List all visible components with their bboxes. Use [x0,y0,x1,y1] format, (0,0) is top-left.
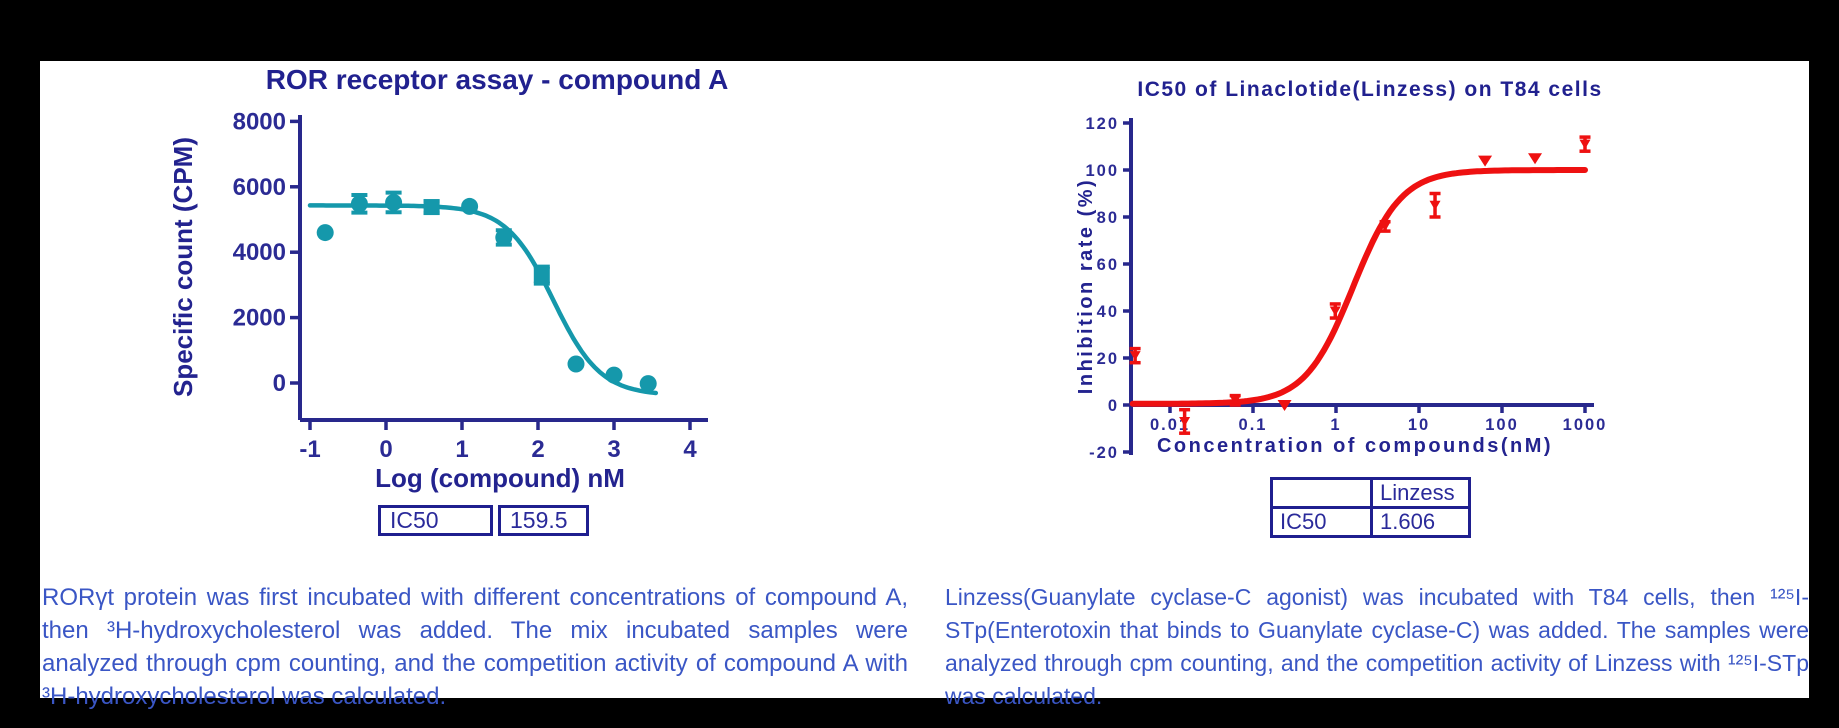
x-tick-label: 0.1 [1239,416,1268,434]
data-point [1478,155,1493,167]
x-tick-label: -1 [299,436,320,463]
figure-panel: 0 2000 4000 6000 8000 -1 0 1 2 3 4 Log (compound) n… [40,61,1809,710]
x-tick-label: 0.01 [1150,416,1190,434]
right-fit-curve [1129,167,1588,407]
left-data-points [316,190,657,393]
data-point [495,228,513,247]
x-tick-label: 1000 [1563,416,1608,434]
y-tick-label: -20 [1089,444,1119,462]
left-fit-curve [307,203,659,396]
y-tick-label: 0 [1108,397,1119,415]
left-chart: 0 2000 4000 6000 8000 -1 0 1 2 3 4 Log (compound) n… [168,108,708,493]
y-tick-label: 8000 [233,108,286,135]
ic50-value-cell: 1.606 [1370,506,1471,538]
left-caption: RORγt protein was first incubated with d… [42,584,908,710]
x-tick-label: 1 [455,436,468,463]
data-point [1579,135,1591,153]
data-point [350,192,368,215]
data-point [1229,393,1241,407]
data-point [423,199,440,216]
y-tick-label: 4000 [233,239,286,266]
ic50-label-cell: IC50 [1270,506,1373,538]
x-tick-label: 3 [607,436,620,463]
table-row: Linzess [1270,477,1471,509]
left-axes: 0 2000 4000 6000 8000 -1 0 1 2 3 4 [233,108,708,463]
ic50-label-cell: IC50 [378,505,493,536]
left-chart-title: ROR receptor assay - compound A [265,64,729,95]
x-tick-label: 2 [531,436,544,463]
data-point [1277,400,1292,411]
data-point [1528,153,1543,165]
y-tick-label: 100 [1085,162,1119,180]
y-tick-label: 60 [1097,256,1119,274]
right-chart: -20 0 20 40 60 80 100 120 0.01 0.1 1 10 100 1000 Conce… [1075,115,1608,462]
right-ic50-table: Linzess IC50 1.606 [1270,477,1471,538]
data-point [567,355,585,373]
x-tick-label: 1 [1330,416,1341,434]
data-point [1179,407,1191,435]
x-tick-label: 100 [1485,416,1519,434]
data-point [1429,191,1441,219]
right-data-points [1129,135,1591,435]
y-tick-label: 120 [1085,115,1119,133]
right-y-axis-label: Inhibition rate (%) [1075,178,1097,394]
left-y-axis-label: Specific count (CPM) [168,137,198,397]
data-point [533,264,550,286]
data-point [1329,302,1341,320]
data-point [639,375,657,393]
data-point [385,190,403,215]
x-tick-label: 4 [683,436,697,463]
right-axes: -20 0 20 40 60 80 100 120 0.01 0.1 1 10 100 1000 [1085,115,1608,462]
y-tick-label: 6000 [233,174,286,201]
data-point [461,197,479,215]
y-tick-label: 0 [273,370,286,397]
data-point [316,224,334,242]
x-tick-label: 0 [379,436,392,463]
ic50-value-cell: 159.5 [498,505,589,536]
right-x-axis-label: Concentration of compounds(nM) [1157,435,1553,457]
x-tick-label: 10 [1408,416,1430,434]
y-tick-label: 80 [1097,209,1119,227]
header-empty-cell [1270,477,1373,509]
data-point [605,366,623,384]
data-point [1379,219,1391,233]
charts-canvas: 0 2000 4000 6000 8000 -1 0 1 2 3 4 Log (compound) n… [168,108,1608,493]
data-point [1129,346,1141,365]
right-caption: Linzess(Guanylate cyclase-C agonist) was… [945,584,1809,709]
header-linzess-cell: Linzess [1370,477,1471,509]
left-x-axis-label: Log (compound) nM [375,463,625,493]
y-tick-label: 20 [1097,350,1119,368]
y-tick-label: 2000 [233,305,286,332]
y-tick-label: 40 [1097,303,1119,321]
table-row: IC50 1.606 [1270,506,1471,538]
left-ic50-table: IC50 159.5 [378,505,589,536]
right-chart-title: IC50 of Linaclotide(Linzess) on T84 cell… [1137,78,1603,101]
